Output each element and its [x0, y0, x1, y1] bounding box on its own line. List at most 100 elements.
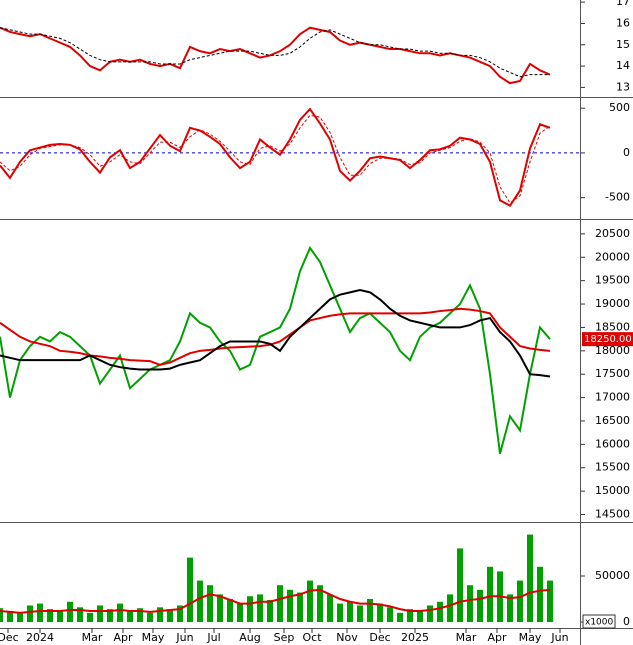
x-tick-label: Nov: [336, 631, 358, 644]
y-tick-label: 17: [616, 0, 630, 8]
volume-bar: [147, 612, 153, 623]
volume-bar: [247, 596, 253, 623]
volume-bar: [287, 589, 293, 623]
volume-bar: [187, 557, 193, 623]
volume-bar: [327, 594, 333, 623]
volume-bar: [217, 594, 223, 623]
volume-bar: [37, 603, 43, 623]
volume-bar: [7, 610, 13, 623]
x-tick-label: May: [142, 631, 165, 644]
series-line: [0, 588, 551, 614]
volume-bar: [477, 589, 483, 623]
volume-bar: [167, 609, 173, 623]
volume-bar: [357, 605, 363, 623]
y-tick-label: 15: [616, 38, 630, 51]
volume-bar: [447, 594, 453, 623]
x-tick-label: Dec: [369, 631, 390, 644]
x-tick-label: Jun: [550, 631, 568, 644]
x-tick-label: Oct: [302, 631, 322, 644]
volume-bar: [527, 534, 533, 623]
y-tick-label: 18000: [595, 344, 630, 357]
volume-bar: [77, 607, 83, 623]
x-tick-label: Mar: [82, 631, 103, 644]
y-tick-label: -500: [605, 191, 630, 204]
last-price-box: [582, 332, 633, 347]
volume-bar: [67, 601, 73, 623]
x-tick-label: Mar: [456, 631, 477, 644]
series-line: [0, 107, 551, 207]
y-tick-label: 14500: [595, 508, 630, 521]
volume-bar: [367, 599, 373, 623]
y-tick-label: 0: [623, 615, 630, 628]
y-tick-label: 50000: [595, 569, 630, 582]
volume-bar: [87, 612, 93, 623]
x-tick-label: 2024: [26, 631, 54, 644]
y-tick-label: 18500: [595, 320, 630, 333]
volume-bar: [257, 594, 263, 623]
volume-bar: [437, 601, 443, 623]
series-line: [0, 26, 551, 85]
volume-bar: [137, 608, 143, 623]
volume-bar: [377, 603, 383, 623]
volume-bar: [267, 599, 273, 623]
unit-label: x1000: [585, 618, 614, 628]
x-tick-label: Aug: [239, 631, 260, 644]
volume-bar: [457, 548, 463, 623]
y-tick-label: 19000: [595, 297, 630, 310]
y-tick-label: 14: [616, 59, 630, 72]
y-tick-label: 20000: [595, 250, 630, 263]
y-tick-label: 17000: [595, 391, 630, 404]
x-tick-label: Jun: [175, 631, 193, 644]
volume-bar: [467, 585, 473, 623]
volume-bar: [27, 605, 33, 623]
volume-bar: [177, 605, 183, 623]
unit-box: [582, 614, 616, 629]
volume-bar: [417, 610, 423, 623]
series-line: [0, 114, 551, 204]
x-tick-label: May: [519, 631, 542, 644]
y-tick-label: 16500: [595, 414, 630, 427]
y-tick-label: 13: [616, 80, 630, 93]
y-tick-label: 20500: [595, 227, 630, 240]
volume-bar: [57, 610, 63, 623]
volume-bar: [547, 580, 553, 623]
last-price-label: 18250.00: [584, 334, 632, 345]
y-tick-label: 0: [623, 146, 630, 159]
y-tick-label: 15500: [595, 461, 630, 474]
volume-bar: [237, 603, 243, 623]
volume-bar: [317, 585, 323, 623]
volume-bar: [487, 566, 493, 623]
y-tick-label: 16000: [595, 437, 630, 450]
x-tick-label: Sep: [274, 631, 295, 644]
volume-bar: [97, 605, 103, 623]
volume-bar: [347, 601, 353, 623]
series-line: [0, 288, 551, 378]
y-tick-label: 500: [609, 101, 630, 114]
y-tick-label: 15000: [595, 484, 630, 497]
y-tick-label: 19500: [595, 274, 630, 287]
x-tick-label: Apr: [113, 631, 133, 644]
y-tick-label: 16: [616, 16, 630, 29]
series-line: [0, 245, 551, 454]
series-line: [0, 27, 550, 78]
volume-bar: [117, 603, 123, 623]
volume-bar: [517, 580, 523, 623]
volume-bar: [397, 612, 403, 623]
volume-bar: [387, 607, 393, 623]
x-tick-label: Jul: [206, 631, 220, 644]
y-tick-label: 17500: [595, 367, 630, 380]
volume-bar: [537, 566, 543, 623]
volume-bar: [337, 603, 343, 623]
volume-bar: [197, 580, 203, 623]
volume-bar: [107, 609, 113, 623]
volume-bar: [277, 585, 283, 623]
volume-bar: [297, 592, 303, 623]
volume-bar: [127, 610, 133, 623]
x-tick-label: Apr: [487, 631, 507, 644]
volume-bar: [307, 580, 313, 623]
volume-bar: [507, 594, 513, 623]
x-tick-label: Dec: [0, 631, 19, 644]
volume-bar: [47, 609, 53, 623]
